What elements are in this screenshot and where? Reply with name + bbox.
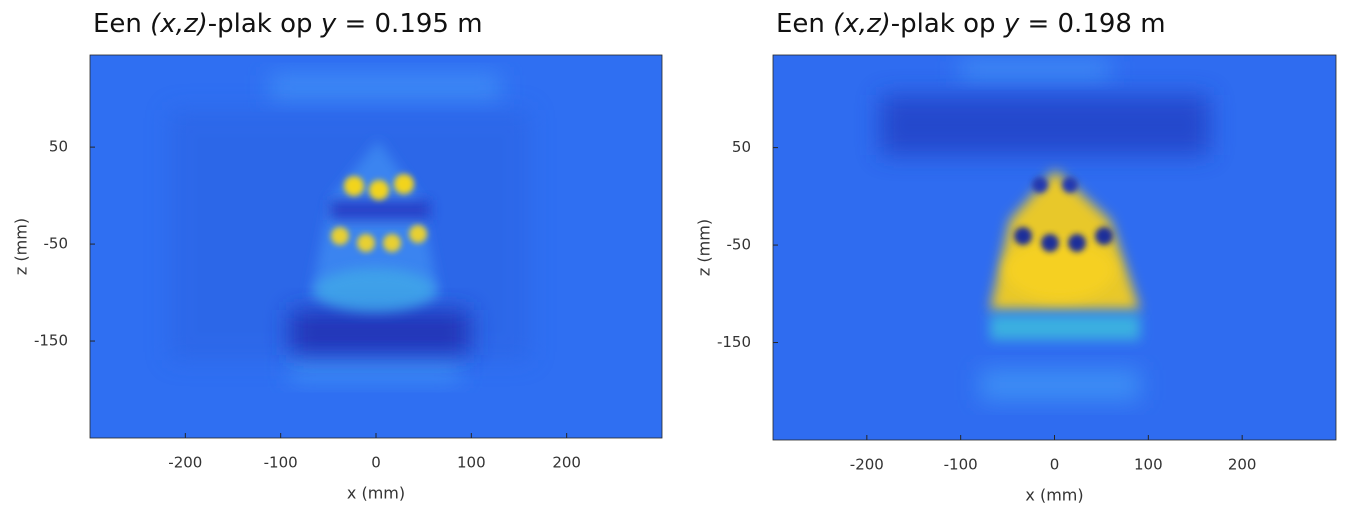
y-tick-label: -50 [44,235,69,253]
chart-title: Een (x,z)-plak op y = 0.198 m [776,9,1166,39]
x-tick-label: 100 [457,454,486,472]
y-tick-label: -150 [34,332,68,350]
y-tick-label: -150 [717,333,751,351]
y-tick-label: 50 [49,138,68,156]
title-run: (x,z) [150,9,208,39]
title-run: y [1003,9,1020,39]
x-tick-label: 200 [552,454,581,472]
y-axis-label: z (mm) [12,218,31,275]
heatmap-image [90,55,662,438]
title-run: = 0.198 m [1019,9,1165,39]
title-run: Een [776,9,833,39]
x-tick-label: 0 [1050,456,1060,474]
x-tick-label: -200 [168,454,202,472]
chart-title: Een (x,z)-plak op y = 0.195 m [93,9,483,39]
heatmap-image [773,55,1336,440]
x-tick-label: 100 [1134,456,1163,474]
x-axis-label: x (mm) [347,484,405,503]
x-tick-label: 0 [371,454,381,472]
title-run: (x,z) [833,9,891,39]
x-tick-label: -100 [944,456,978,474]
title-run: -plak op [891,9,1004,39]
y-tick-label: 50 [732,138,751,156]
y-axis-label: z (mm) [695,219,714,276]
y-tick-label: -50 [727,236,752,254]
title-run: = 0.195 m [336,9,482,39]
x-tick-label: -100 [264,454,298,472]
x-tick-label: -200 [850,456,884,474]
title-run: Een [93,9,150,39]
title-run: y [320,9,337,39]
x-tick-label: 200 [1228,456,1257,474]
x-axis-label: x (mm) [1025,486,1083,505]
title-run: -plak op [208,9,321,39]
